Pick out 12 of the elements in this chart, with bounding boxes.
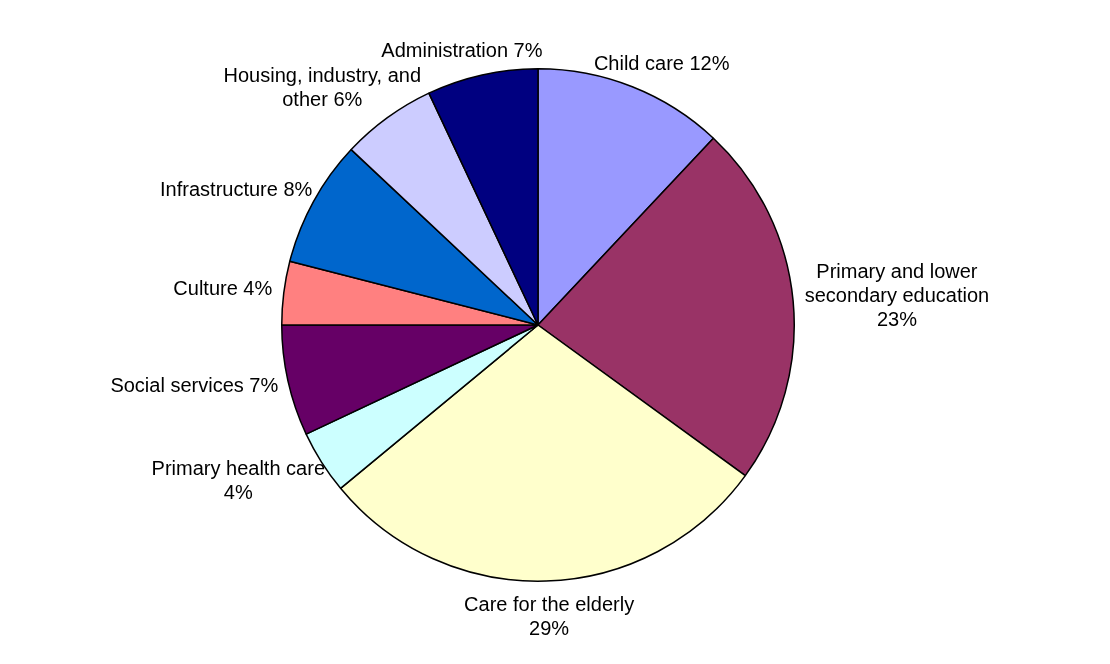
slice-label: Administration 7% [381, 39, 543, 62]
data-label: 23% [876, 307, 918, 330]
slice-label: Social services 7% [110, 373, 279, 396]
slice-label: Care for the elderly [464, 592, 635, 615]
data-label: 4% [223, 481, 253, 504]
slice-label: Primary health care [151, 457, 326, 480]
slice-label: Child care 12% [593, 51, 730, 74]
slice-label: Housing, industry, and other 6% [223, 64, 422, 111]
slice-label: Culture 4% [173, 277, 273, 300]
slice-label: Primary and lower secondary education [804, 259, 990, 306]
slice-label: Infrastructure 8% [160, 177, 313, 200]
data-label: 29% [529, 616, 570, 639]
